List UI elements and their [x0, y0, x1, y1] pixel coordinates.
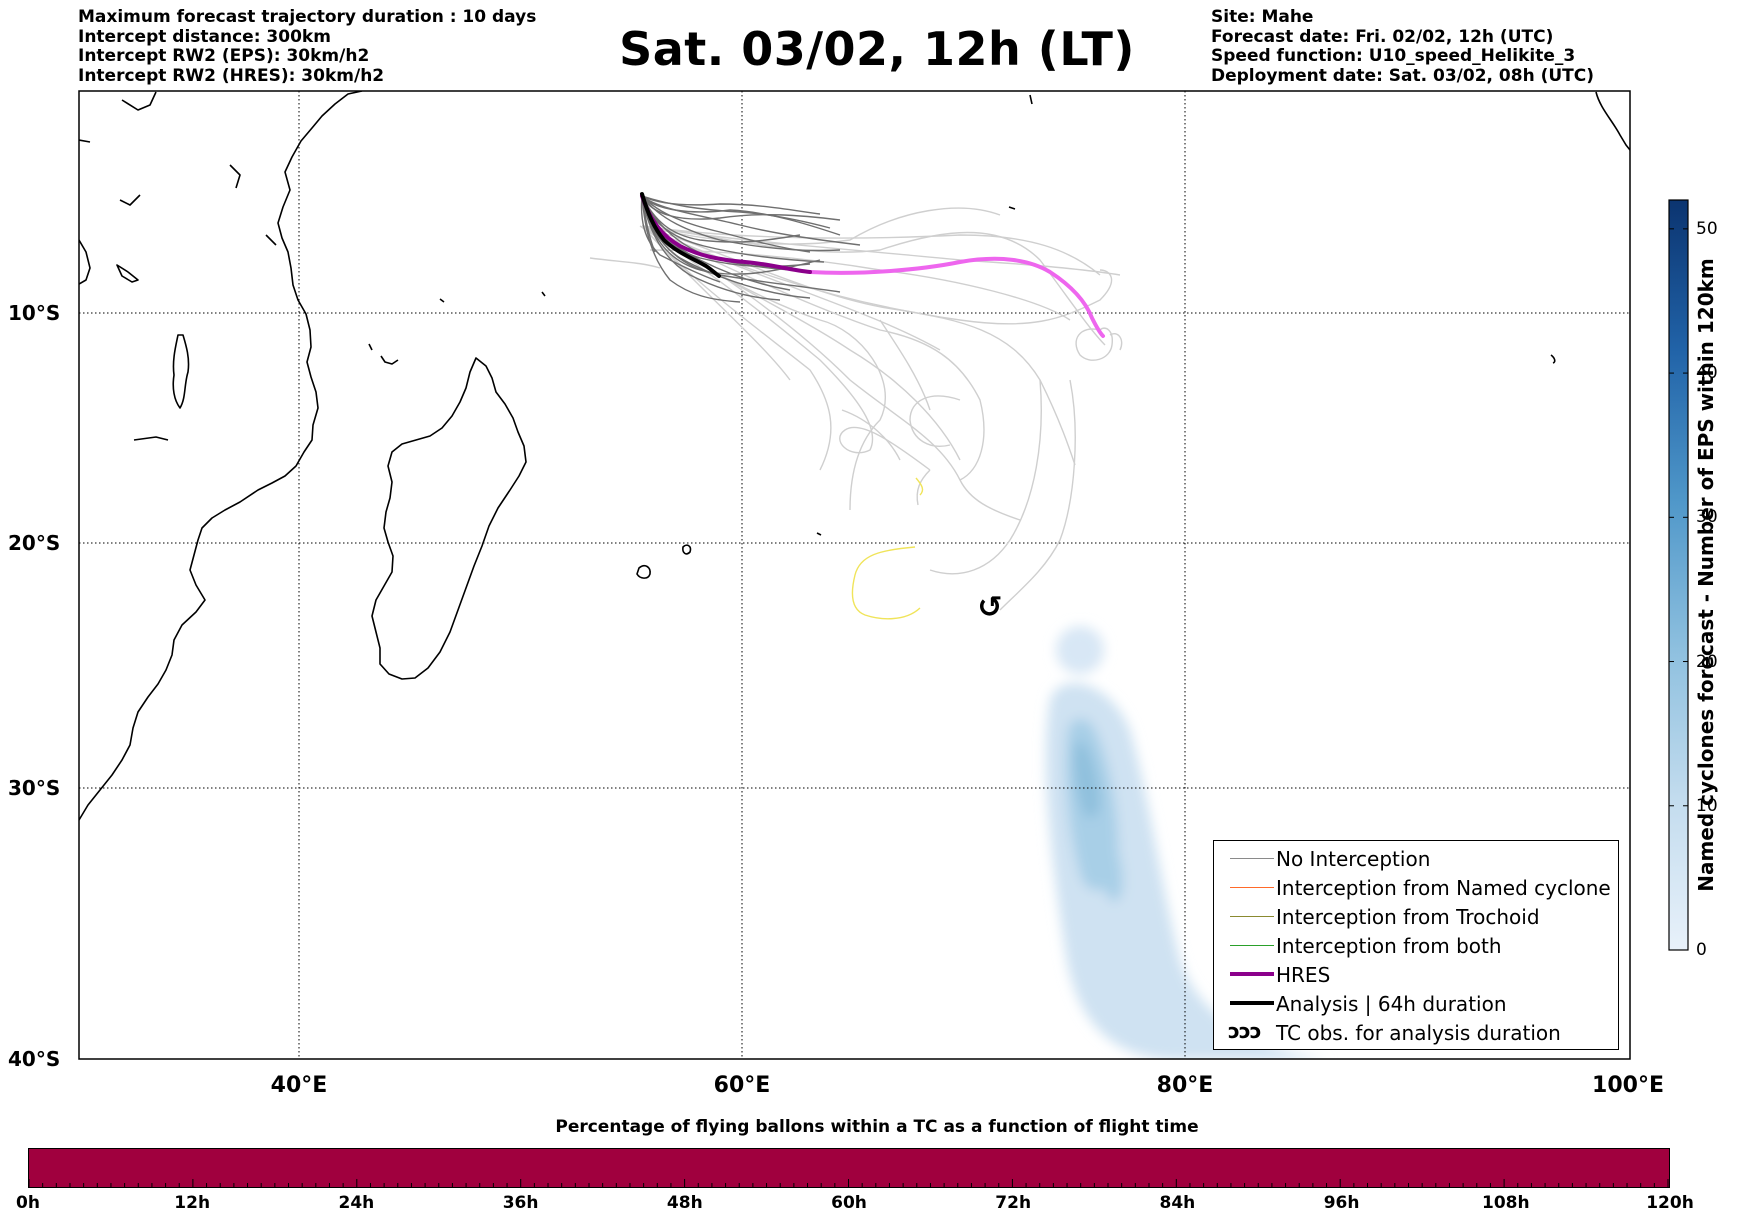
legend-item-both: Interception from both — [1214, 931, 1618, 959]
legend-label: Interception from both — [1276, 934, 1502, 958]
colorbar-tick-label: 40 — [1696, 363, 1718, 384]
legend-label: Interception from Named cyclone — [1276, 876, 1611, 900]
lat-label-20s: 20°S — [8, 531, 60, 555]
colorbar-tick-marks — [1669, 228, 1688, 951]
tc-observation-icon: ↺ — [977, 590, 1002, 625]
legend-swatch — [1230, 972, 1274, 976]
colorbar-label: Named cyclones forecast - Number of EPS … — [1694, 258, 1718, 892]
lake-outline — [172, 334, 190, 409]
max-duration-text: Maximum forecast trajectory duration : 1… — [78, 7, 537, 27]
legend-label: No Interception — [1276, 847, 1431, 871]
map-frame — [78, 90, 1631, 1060]
hres-track-forecast — [808, 256, 1105, 338]
lon-label-60e: 60°E — [714, 1073, 771, 1098]
speed-function-text: Speed function: U10_speed_Helikite_3 — [1211, 46, 1576, 66]
timebar-label: 108h — [1482, 1193, 1530, 1213]
legend: No Interception Interception from Named … — [1213, 840, 1619, 1050]
legend-swatch — [1230, 1001, 1274, 1005]
lat-label-10s: 10°S — [8, 301, 60, 325]
timebar-tick-marks — [29, 1179, 1669, 1187]
colorbar-tick-label: 10 — [1696, 795, 1718, 816]
africa-coast — [79, 91, 363, 821]
timebar-label: 48h — [666, 1193, 703, 1213]
legend-label: Analysis | 64h duration — [1276, 992, 1507, 1016]
legend-swatch — [1230, 916, 1274, 917]
header-left-info: Maximum forecast trajectory duration : 1… — [78, 7, 537, 86]
cyclone-density-field — [1046, 626, 1324, 1059]
timebar-label: 72h — [995, 1193, 1032, 1213]
legend-item-tc-obs: ↄↄↄ TC obs. for analysis duration — [1214, 1018, 1618, 1046]
legend-swatch — [1230, 945, 1274, 946]
timebar-title: Percentage of flying ballons within a TC… — [555, 1117, 1199, 1137]
ensemble-late-tracks — [589, 207, 1123, 611]
intercept-rw2-hres-text: Intercept RW2 (HRES): 30km/h2 — [78, 65, 385, 86]
site-text: Site: Mahe — [1211, 7, 1314, 27]
lat-label-30s: 30°S — [8, 776, 60, 800]
lat-label-40s: 40°S — [8, 1047, 60, 1071]
colorbar — [1668, 199, 1689, 951]
legend-item-hres: HRES — [1214, 960, 1618, 988]
reunion-island — [636, 565, 651, 579]
hres-track — [640, 194, 812, 274]
timebar-label: 12h — [174, 1193, 211, 1213]
coastlines — [79, 91, 1630, 821]
legend-label: TC obs. for analysis duration — [1276, 1021, 1561, 1045]
timebar-label: 60h — [831, 1193, 867, 1213]
timebar-label: 0h — [16, 1193, 40, 1213]
intercept-distance-text: Intercept distance: 300km — [78, 26, 331, 47]
timebar-label: 36h — [502, 1193, 539, 1213]
legend-swatch — [1230, 858, 1274, 859]
legend-item-analysis: Analysis | 64h duration — [1214, 989, 1618, 1017]
legend-item-named-cyclone: Interception from Named cyclone — [1214, 873, 1618, 901]
intercept-rw2-eps-text: Intercept RW2 (EPS): 30km/h2 — [78, 46, 370, 66]
timebar — [28, 1148, 1670, 1188]
page-title: Sat. 03/02, 12h (LT) — [619, 22, 1135, 76]
colorbar-tick-label: 0 — [1696, 940, 1707, 960]
lon-label-40e: 40°E — [271, 1073, 328, 1098]
lon-label-80e: 80°E — [1157, 1073, 1214, 1098]
gridlines — [79, 91, 1630, 1059]
colorbar-tick-label: 50 — [1696, 218, 1718, 239]
legend-label: HRES — [1276, 963, 1331, 987]
colorbar-tick-label: 30 — [1696, 507, 1718, 528]
timebar-label: 84h — [1159, 1193, 1196, 1213]
timebar-label: 96h — [1323, 1193, 1360, 1213]
forecast-date-text: Forecast date: Fri. 02/02, 12h (UTC) — [1211, 26, 1554, 47]
mauritius-island — [682, 544, 692, 555]
lon-label-100e: 100°E — [1592, 1073, 1664, 1098]
header-right-info: Site: Mahe Forecast date: Fri. 02/02, 12… — [1211, 7, 1595, 86]
legend-label: Interception from Trochoid — [1276, 905, 1540, 929]
analysis-track — [640, 192, 721, 278]
deployment-date-text: Deployment date: Sat. 03/02, 08h (UTC) — [1211, 65, 1595, 86]
legend-item-no-interception: No Interception — [1214, 844, 1618, 872]
colorbar-tick-label: 20 — [1696, 651, 1718, 672]
yellow-track — [851, 546, 921, 620]
madagascar-coast — [371, 357, 527, 680]
timebar-label: 24h — [338, 1193, 375, 1213]
legend-item-trochoid: Interception from Trochoid — [1214, 902, 1618, 930]
legend-swatch — [1230, 887, 1274, 888]
tc-obs-icon: ↄↄↄ — [1228, 1019, 1262, 1043]
timebar-label: 120h — [1646, 1193, 1694, 1213]
yellow-track-short — [915, 477, 924, 496]
